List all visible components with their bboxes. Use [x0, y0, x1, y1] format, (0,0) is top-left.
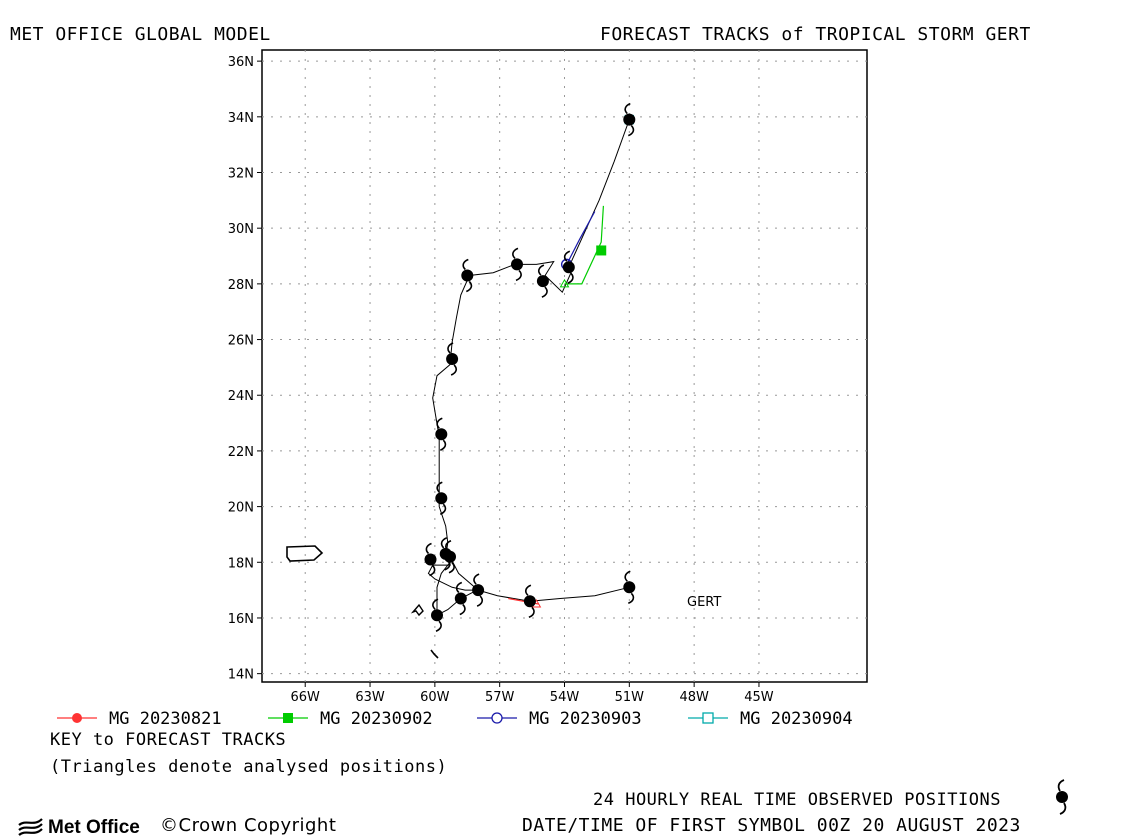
legend-label: MG 20230903 [529, 709, 642, 729]
land-outlines [286, 545, 439, 659]
storm-label: GERT [687, 595, 721, 610]
forecast-track-line [564, 205, 604, 285]
header-chart-title: FORECAST TRACKS of TROPICAL STORM GERT [600, 24, 1031, 45]
first-symbol-datetime: DATE/TIME OF FIRST SYMBOL 00Z 20 AUGUST … [522, 815, 1021, 836]
tick-label-lat: 14N [228, 668, 254, 683]
hurricane-symbol-icon [623, 570, 636, 605]
hurricane-symbol-icon [562, 250, 575, 284]
tick-label-lat: 34N [228, 111, 254, 126]
tick-label-lat: 26N [228, 334, 254, 349]
copyright-notice: ©Crown Copyright [160, 815, 337, 836]
met-office-logo-text: Met Office [48, 817, 140, 838]
hurricane-symbol-icon [536, 264, 549, 298]
martinique-outline [430, 649, 439, 659]
legend-marker-filled-circle [72, 713, 82, 723]
hurricane-symbol-icon [446, 342, 459, 376]
tick-label-lon: 51W [615, 690, 645, 705]
tick-label-lon: 45W [744, 690, 774, 705]
tick-label-lat: 36N [228, 55, 254, 70]
legend-item: MG 20230821 [57, 709, 222, 729]
observed-positions [424, 102, 636, 632]
key-note: (Triangles denote analysed positions) [50, 757, 448, 777]
tick-label-lon: 57W [485, 690, 515, 705]
forecast-marker-square [596, 245, 607, 256]
observed-key-hurricane-icon [1056, 779, 1068, 815]
hurricane-symbol-icon [523, 584, 536, 619]
tick-label-lon: 60W [420, 690, 450, 705]
key-title: KEY to FORECAST TRACKS [50, 730, 287, 750]
legend-item: MG 20230902 [268, 709, 433, 729]
tick-label-lat: 28N [228, 278, 254, 293]
tick-label-lat: 22N [228, 445, 254, 460]
legend-marker-filled-square [283, 713, 293, 723]
observed-track-line [449, 556, 479, 591]
puerto-rico-outline [286, 545, 324, 562]
hurricane-symbol-icon [435, 481, 448, 515]
tick-label-lon: 63W [355, 690, 385, 705]
legend-label: MG 20230904 [740, 709, 853, 729]
hurricane-symbol-icon [435, 417, 448, 451]
met-office-logo: Met Office [18, 817, 140, 838]
hurricane-symbol-icon [431, 598, 443, 632]
legend: MG 20230821 MG 20230902 MG 20230903 MG 2023… [57, 709, 853, 729]
observed-track-line [436, 561, 451, 616]
header-model-title: MET OFFICE GLOBAL MODEL [10, 24, 271, 45]
tick-label-lon: 66W [291, 690, 321, 705]
analysed-triangle [559, 278, 570, 288]
legend-marker-open-square [702, 712, 714, 724]
legend-item: MG 20230904 [688, 709, 853, 729]
tick-label-lon: 48W [679, 690, 709, 705]
graticule [262, 50, 867, 682]
tick-label-lat: 24N [228, 389, 254, 404]
legend-item: MG 20230903 [477, 709, 642, 729]
hurricane-symbol-icon [623, 102, 636, 137]
forecast-track-line [566, 211, 596, 265]
tick-label-lat: 32N [228, 167, 254, 182]
hurricane-symbol-icon [472, 573, 485, 607]
tick-label-lat: 30N [228, 222, 254, 237]
hurricane-symbol-icon [511, 247, 523, 282]
tick-label-lat: 18N [228, 556, 254, 571]
hurricane-symbol-icon [454, 581, 467, 616]
hurricane-symbol-icon [424, 542, 437, 577]
legend-label: MG 20230902 [320, 709, 433, 729]
axis-ticks: 66W 63W 60W 57W 54W 51W 48W 45W 14N 16N 18N 20N 22N 2… [228, 55, 774, 705]
legend-label: MG 20230821 [109, 709, 222, 729]
tick-label-lat: 20N [228, 501, 254, 516]
guadeloupe-outline [410, 603, 424, 617]
observed-positions-note: 24 HOURLY REAL TIME OBSERVED POSITIONS [593, 790, 1001, 810]
tick-label-lon: 54W [550, 690, 580, 705]
hurricane-symbol-icon [439, 537, 452, 571]
legend-marker-open-circle [491, 712, 503, 724]
hurricane-symbol-icon [461, 258, 474, 293]
tick-label-lat: 16N [228, 612, 254, 627]
